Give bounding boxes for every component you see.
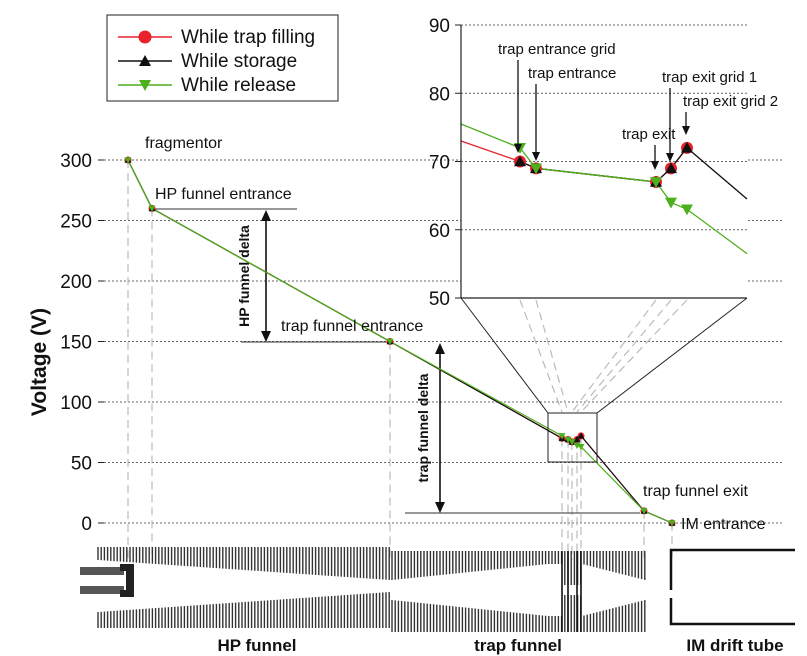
data-point-marker — [573, 436, 581, 443]
zoom-guide-line — [576, 299, 672, 413]
section-label-trap-funnel: trap funnel — [474, 636, 562, 655]
section-label-hp-funnel: HP funnel — [217, 636, 296, 655]
y-tick-label: 200 — [60, 272, 92, 293]
data-point-marker — [577, 432, 585, 439]
data-point-marker — [568, 439, 576, 446]
data-point-marker — [665, 162, 677, 174]
point-label: trap funnel exit — [643, 483, 749, 500]
y-tick-label: 150 — [60, 333, 92, 354]
device-schematic: HP funnel trap funnel IM drift tube — [80, 547, 795, 655]
y-tick-label: 50 — [71, 454, 92, 475]
trap-funnel-delta-label: trap funnel delta — [415, 373, 431, 482]
trap-funnel-plates — [391, 551, 646, 632]
zoom-connector-right — [596, 297, 748, 414]
inset-y-tick-label: 70 — [429, 153, 450, 174]
legend-item-trap-filling: While trap filling — [118, 27, 315, 48]
data-point-marker — [148, 205, 156, 212]
data-point-marker — [386, 338, 394, 345]
inset-point-label: trap exit grid 2 — [683, 93, 778, 110]
trap-funnel-delta: trap funnel delta — [405, 343, 640, 514]
inset-y-tick-label: 60 — [429, 221, 450, 242]
legend-item-storage: While storage — [118, 51, 297, 72]
y-tick-label: 0 — [81, 514, 92, 535]
y-tick-label: 100 — [60, 393, 92, 414]
data-point-marker — [564, 436, 572, 444]
main-point-labels: fragmentor HP funnel entrance trap funnel … — [145, 135, 766, 533]
im-drift-tube — [669, 548, 795, 626]
legend-item-release: While release — [118, 75, 296, 96]
main-plot-series — [124, 156, 676, 527]
data-point-marker — [681, 141, 693, 153]
inset-point-label: trap exit grid 1 — [662, 69, 757, 86]
legend-label: While storage — [181, 51, 297, 72]
label-arrow-head — [682, 126, 690, 135]
y-tick-label: 250 — [60, 212, 92, 233]
inset-point-labels: trap entrance grid trap entrance trap exit… — [498, 41, 778, 170]
data-point-marker — [577, 443, 585, 451]
zoom-guide-line — [519, 299, 563, 413]
zoom-box — [547, 412, 598, 463]
y-axis-label: Voltage (V) — [28, 308, 51, 416]
inset-point-label: trap entrance — [528, 65, 616, 82]
fragmentor-electrode — [80, 564, 134, 597]
point-label: IM entrance — [681, 516, 766, 533]
inset-y-tick-label: 50 — [429, 289, 450, 310]
inset-point-label: trap exit — [622, 126, 676, 143]
data-point-marker — [650, 177, 662, 188]
data-point-marker — [668, 520, 676, 527]
point-label: HP funnel entrance — [155, 186, 292, 203]
data-point-marker — [124, 157, 132, 164]
data-point-marker — [514, 155, 526, 167]
data-point-marker — [558, 433, 566, 440]
label-arrow-head — [514, 144, 522, 153]
inset-y-tick-label: 90 — [429, 16, 450, 37]
zoom-guide-line — [535, 299, 569, 413]
data-point-marker — [640, 508, 648, 515]
point-label: trap funnel entrance — [281, 318, 423, 335]
label-arrow-head — [532, 152, 540, 161]
data-point-marker — [530, 163, 542, 175]
hp-funnel-delta: HP funnel delta — [150, 208, 390, 343]
label-arrow-head — [651, 161, 659, 170]
label-arrow-head — [666, 153, 674, 162]
zoom-connector-left — [460, 297, 549, 414]
inset-point-label: trap entrance grid — [498, 41, 616, 58]
hp-funnel-plates — [97, 547, 390, 628]
legend-label: While trap filling — [181, 27, 315, 48]
zoom-guide-line — [571, 299, 657, 413]
section-label-im-drift-tube: IM drift tube — [686, 636, 783, 655]
legend-label: While release — [181, 75, 296, 96]
legend: While trap filling While storage While r… — [106, 14, 339, 102]
inset-y-ticks: 50 60 70 80 90 — [429, 16, 461, 310]
data-point-marker — [665, 197, 677, 209]
vertical-guide-lines — [127, 160, 688, 560]
main-y-ticks: 0 50 100 150 200 250 300 — [60, 151, 104, 535]
point-label: fragmentor — [145, 135, 223, 152]
y-tick-label: 300 — [60, 151, 92, 172]
hp-funnel-delta-label: HP funnel delta — [236, 225, 252, 327]
inset-y-tick-label: 80 — [429, 84, 450, 105]
data-point-marker — [681, 204, 693, 216]
